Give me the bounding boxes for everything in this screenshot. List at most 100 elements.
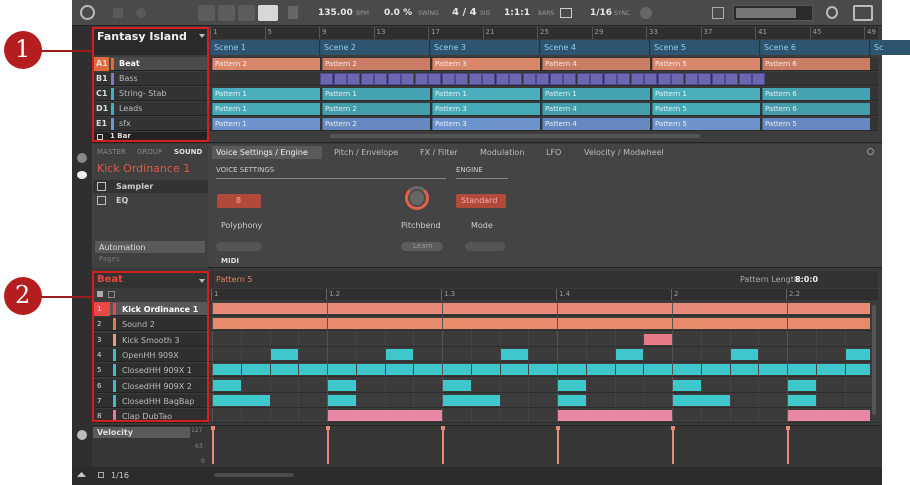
pattern-clip[interactable] xyxy=(542,88,650,100)
note[interactable] xyxy=(788,379,816,391)
note[interactable] xyxy=(328,364,356,376)
pattern-clip[interactable] xyxy=(652,103,760,115)
note[interactable] xyxy=(673,303,787,314)
note[interactable] xyxy=(299,364,327,376)
note[interactable] xyxy=(558,318,672,330)
pattern-name[interactable]: Pattern 1 xyxy=(215,120,247,128)
note[interactable] xyxy=(213,394,270,406)
pattern-clip[interactable] xyxy=(212,103,320,115)
pattern-clip[interactable] xyxy=(762,103,870,115)
pattern-clip[interactable] xyxy=(322,58,430,70)
power-button[interactable] xyxy=(826,6,838,19)
group-row[interactable] xyxy=(93,87,208,101)
pattern-name[interactable]: Pattern 4 xyxy=(545,105,577,113)
pattern-clip[interactable] xyxy=(360,73,374,85)
note[interactable] xyxy=(558,303,672,314)
note[interactable] xyxy=(788,410,870,422)
grid-setting[interactable]: 1/16 xyxy=(590,8,613,18)
group-row[interactable] xyxy=(93,57,208,71)
sound-row[interactable] xyxy=(93,302,208,316)
arrange-length[interactable]: 1 Bar xyxy=(110,132,131,140)
pattern-clip[interactable] xyxy=(322,88,430,100)
note[interactable] xyxy=(644,333,672,345)
sound-row[interactable] xyxy=(93,347,208,362)
sound-row[interactable] xyxy=(93,332,208,347)
pattern-clip[interactable] xyxy=(563,73,576,85)
scene-slot[interactable] xyxy=(541,40,650,55)
note[interactable] xyxy=(673,318,787,330)
scene-name[interactable]: Scene 4 xyxy=(544,43,577,52)
pattern-clip[interactable] xyxy=(762,88,870,100)
parameter-tab[interactable]: Velocity / Modwheel xyxy=(584,148,664,157)
note[interactable] xyxy=(500,364,529,376)
pattern-name[interactable]: Pattern 6 xyxy=(765,90,797,98)
parameter-tab[interactable]: Voice Settings / Engine xyxy=(216,148,308,157)
toggle-button[interactable] xyxy=(216,242,262,251)
pattern-clip[interactable] xyxy=(495,73,509,85)
pattern-clip[interactable] xyxy=(414,73,428,85)
pattern-clip[interactable] xyxy=(725,73,738,85)
pattern-clip[interactable] xyxy=(482,73,495,85)
scene-name[interactable]: Sc xyxy=(874,43,884,52)
pattern-clip[interactable] xyxy=(711,73,725,85)
pattern-name[interactable]: Pattern 5 xyxy=(655,105,687,113)
pattern-clip[interactable] xyxy=(522,73,536,85)
module-slot[interactable] xyxy=(93,194,208,207)
note[interactable] xyxy=(213,303,327,314)
pattern-name[interactable]: Pattern 6 xyxy=(765,105,797,113)
note[interactable] xyxy=(270,348,299,360)
pattern-name[interactable]: Pattern 2 xyxy=(325,60,357,68)
editor-group[interactable]: Beat xyxy=(97,274,123,285)
note[interactable] xyxy=(615,348,644,360)
level-tab[interactable]: MASTER xyxy=(97,148,126,156)
scene-name[interactable]: Scene 5 xyxy=(654,43,687,52)
pattern-clip[interactable] xyxy=(401,73,414,85)
pattern-clip[interactable] xyxy=(322,103,430,115)
note[interactable] xyxy=(816,364,845,376)
scene-name[interactable]: Scene 2 xyxy=(324,43,357,52)
note[interactable] xyxy=(673,394,730,406)
note[interactable] xyxy=(788,318,870,330)
note[interactable] xyxy=(673,379,701,391)
sound-row[interactable] xyxy=(93,363,208,378)
scene-name[interactable]: Scene 6 xyxy=(764,43,797,52)
note[interactable] xyxy=(443,379,471,391)
level-tab[interactable]: SOUND xyxy=(174,148,203,156)
pattern-clip[interactable] xyxy=(212,118,320,130)
follow-button[interactable] xyxy=(560,8,572,18)
note[interactable] xyxy=(558,410,672,422)
pattern-name[interactable]: Pattern 5 xyxy=(216,275,253,284)
browser-button[interactable] xyxy=(712,7,724,19)
pattern-clip[interactable] xyxy=(322,118,430,130)
note[interactable] xyxy=(328,379,356,391)
pattern-clip[interactable] xyxy=(374,73,387,85)
pattern-name[interactable]: Pattern 3 xyxy=(435,120,467,128)
menu-button[interactable] xyxy=(113,8,123,18)
note[interactable] xyxy=(328,318,442,330)
scene-slot[interactable] xyxy=(651,40,760,55)
pattern-name[interactable]: Pattern 3 xyxy=(435,105,467,113)
note[interactable] xyxy=(443,318,557,330)
logo-button[interactable] xyxy=(80,5,95,20)
note[interactable] xyxy=(328,303,442,314)
sound-row[interactable] xyxy=(93,393,208,408)
pattern-clip[interactable] xyxy=(455,73,468,85)
note[interactable] xyxy=(385,348,414,360)
sound-name[interactable]: Kick Ordinance 1 xyxy=(97,162,191,175)
scene-name[interactable]: Scene 1 xyxy=(214,43,247,52)
pattern-clip[interactable] xyxy=(617,73,630,85)
pattern-clip[interactable] xyxy=(549,73,563,85)
pattern-clip[interactable] xyxy=(428,73,441,85)
note[interactable] xyxy=(845,348,870,360)
note[interactable] xyxy=(730,364,759,376)
note[interactable] xyxy=(213,318,327,330)
pattern-clip[interactable] xyxy=(347,73,360,85)
pattern-clip[interactable] xyxy=(432,103,540,115)
note[interactable] xyxy=(845,364,870,376)
pattern-clip[interactable] xyxy=(387,73,401,85)
parameter-tab[interactable]: FX / Filter xyxy=(420,148,458,157)
velocity-label-box[interactable] xyxy=(93,427,190,438)
pattern-clip[interactable] xyxy=(468,73,482,85)
transport-button[interactable] xyxy=(238,5,255,21)
pattern-name[interactable]: Pattern 4 xyxy=(545,120,577,128)
